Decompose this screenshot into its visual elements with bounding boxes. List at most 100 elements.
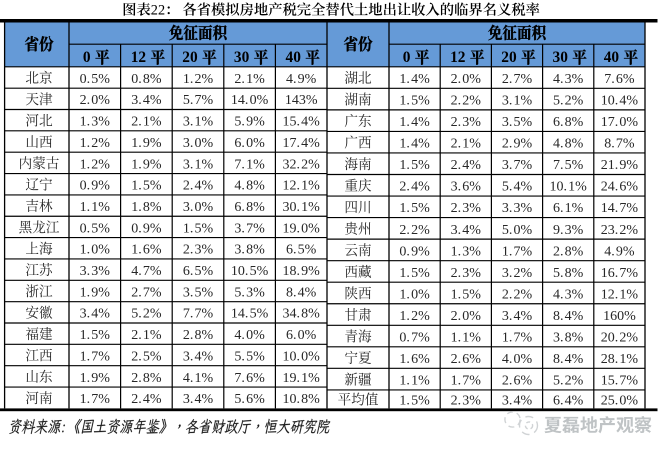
- svg-text:1. 3%: 1. 3%: [80, 115, 111, 130]
- svg-text:10. 8%: 10. 8%: [283, 392, 321, 407]
- svg-text:7. 5%: 7. 5%: [553, 158, 584, 173]
- svg-text:6. 4%: 6. 4%: [553, 394, 584, 409]
- svg-text:10. 1%: 10. 1%: [550, 180, 588, 195]
- svg-text:5. 7%: 5. 7%: [183, 93, 214, 108]
- svg-text:20: 20: [501, 49, 517, 66]
- svg-text:3. 4%: 3. 4%: [80, 307, 111, 322]
- svg-text:1. 9%: 1. 9%: [131, 157, 162, 172]
- svg-text:15. 4%: 15. 4%: [283, 115, 321, 130]
- svg-text:3. 8%: 3. 8%: [234, 243, 265, 258]
- svg-text:3. 0%: 3. 0%: [183, 136, 214, 151]
- svg-text:6. 8%: 6. 8%: [553, 115, 584, 130]
- svg-text:1. 2%: 1. 2%: [80, 157, 111, 172]
- svg-text:19. 0%: 19. 0%: [283, 221, 321, 236]
- svg-text:7. 1%: 7. 1%: [234, 157, 265, 172]
- svg-text:5. 3%: 5. 3%: [234, 285, 265, 300]
- svg-text:1. 9%: 1. 9%: [80, 285, 111, 300]
- svg-text:0. 5%: 0. 5%: [80, 72, 111, 87]
- svg-text:1. 9%: 1. 9%: [131, 136, 162, 151]
- svg-text:3. 4%: 3. 4%: [502, 309, 533, 324]
- svg-text:12. 1%: 12. 1%: [601, 287, 639, 302]
- svg-text:6. 5%: 6. 5%: [183, 264, 214, 279]
- svg-text:8. 4%: 8. 4%: [553, 309, 584, 324]
- svg-text:3. 3%: 3. 3%: [80, 264, 111, 279]
- svg-text:1. 5%: 1. 5%: [451, 287, 482, 302]
- svg-text:24. 6%: 24. 6%: [601, 180, 639, 195]
- svg-text:1. 7%: 1. 7%: [451, 374, 482, 389]
- svg-text:4. 8%: 4. 8%: [553, 137, 584, 152]
- svg-text:20: 20: [182, 49, 198, 66]
- svg-text:22: 22: [151, 3, 165, 19]
- svg-text:1. 5%: 1. 5%: [399, 394, 430, 409]
- svg-text:143%: 143%: [285, 93, 318, 108]
- svg-text:2. 6%: 2. 6%: [502, 374, 533, 389]
- svg-text:2. 5%: 2. 5%: [131, 349, 162, 364]
- svg-text:40: 40: [604, 49, 620, 66]
- svg-text:4. 8%: 4. 8%: [234, 179, 265, 194]
- svg-text:1. 5%: 1. 5%: [399, 158, 430, 173]
- svg-text:6. 0%: 6. 0%: [286, 328, 317, 343]
- svg-text:2. 1%: 2. 1%: [131, 328, 162, 343]
- svg-text:0. 9%: 0. 9%: [131, 221, 162, 236]
- svg-text:2. 6%: 2. 6%: [451, 352, 482, 367]
- svg-text:12. 1%: 12. 1%: [283, 179, 321, 194]
- svg-text:0. 7%: 0. 7%: [399, 330, 430, 345]
- svg-text:6. 5%: 6. 5%: [286, 243, 317, 258]
- svg-text:3. 4%: 3. 4%: [131, 93, 162, 108]
- svg-text:0. 8%: 0. 8%: [131, 72, 162, 87]
- svg-text:25. 0%: 25. 0%: [601, 394, 639, 409]
- svg-text:8. 4%: 8. 4%: [553, 352, 584, 367]
- svg-text:1. 3%: 1. 3%: [451, 244, 482, 259]
- svg-text:4. 1%: 4. 1%: [183, 371, 214, 386]
- svg-text:3. 3%: 3. 3%: [502, 201, 533, 216]
- svg-text:1. 5%: 1. 5%: [183, 221, 214, 236]
- svg-text:32. 2%: 32. 2%: [283, 157, 321, 172]
- svg-text:8. 4%: 8. 4%: [286, 285, 317, 300]
- svg-text:5. 2%: 5. 2%: [131, 307, 162, 322]
- svg-text:2. 9%: 2. 9%: [502, 137, 533, 152]
- svg-text:1. 8%: 1. 8%: [131, 200, 162, 215]
- svg-text:5. 5%: 5. 5%: [234, 349, 265, 364]
- svg-text:5. 4%: 5. 4%: [502, 180, 533, 195]
- svg-text:4. 3%: 4. 3%: [553, 72, 584, 87]
- svg-text:34. 8%: 34. 8%: [283, 307, 321, 322]
- svg-text:1. 2%: 1. 2%: [183, 72, 214, 87]
- svg-text:28. 1%: 28. 1%: [601, 352, 639, 367]
- svg-text:7. 7%: 7. 7%: [183, 307, 214, 322]
- svg-text:17. 0%: 17. 0%: [601, 115, 639, 130]
- svg-text:3. 4%: 3. 4%: [451, 223, 482, 238]
- svg-text:2. 3%: 2. 3%: [451, 266, 482, 281]
- svg-text:2. 3%: 2. 3%: [183, 243, 214, 258]
- svg-text:21. 9%: 21. 9%: [601, 158, 639, 173]
- svg-text:1. 5%: 1. 5%: [80, 328, 111, 343]
- svg-text:4. 3%: 4. 3%: [553, 287, 584, 302]
- svg-text:5. 2%: 5. 2%: [553, 94, 584, 109]
- svg-text:1. 7%: 1. 7%: [502, 244, 533, 259]
- svg-text:3. 1%: 3. 1%: [502, 94, 533, 109]
- svg-text:7. 6%: 7. 6%: [604, 72, 635, 87]
- svg-text:1. 9%: 1. 9%: [80, 371, 111, 386]
- svg-text:30: 30: [234, 49, 250, 66]
- svg-text:10. 4%: 10. 4%: [601, 94, 639, 109]
- svg-text:1. 4%: 1. 4%: [399, 137, 430, 152]
- svg-text:2. 0%: 2. 0%: [451, 72, 482, 87]
- svg-text:5. 6%: 5. 6%: [234, 392, 265, 407]
- svg-text:4. 9%: 4. 9%: [604, 244, 635, 259]
- svg-text:1. 7%: 1. 7%: [502, 330, 533, 345]
- svg-text:2. 4%: 2. 4%: [183, 179, 214, 194]
- svg-text:2. 8%: 2. 8%: [131, 371, 162, 386]
- svg-text:30. 1%: 30. 1%: [283, 200, 321, 215]
- svg-text:3. 2%: 3. 2%: [502, 266, 533, 281]
- svg-text:2. 3%: 2. 3%: [451, 394, 482, 409]
- svg-text:14. 5%: 14. 5%: [231, 307, 269, 322]
- svg-text:3. 4%: 3. 4%: [502, 394, 533, 409]
- svg-text:1. 6%: 1. 6%: [399, 352, 430, 367]
- svg-text:2. 4%: 2. 4%: [131, 392, 162, 407]
- svg-text:1. 5%: 1. 5%: [131, 179, 162, 194]
- svg-text:8. 7%: 8. 7%: [604, 137, 635, 152]
- svg-text:3. 4%: 3. 4%: [183, 392, 214, 407]
- svg-text:1. 5%: 1. 5%: [399, 94, 430, 109]
- svg-text:2. 1%: 2. 1%: [131, 115, 162, 130]
- svg-text:5. 9%: 5. 9%: [234, 115, 265, 130]
- svg-text:16. 7%: 16. 7%: [601, 266, 639, 281]
